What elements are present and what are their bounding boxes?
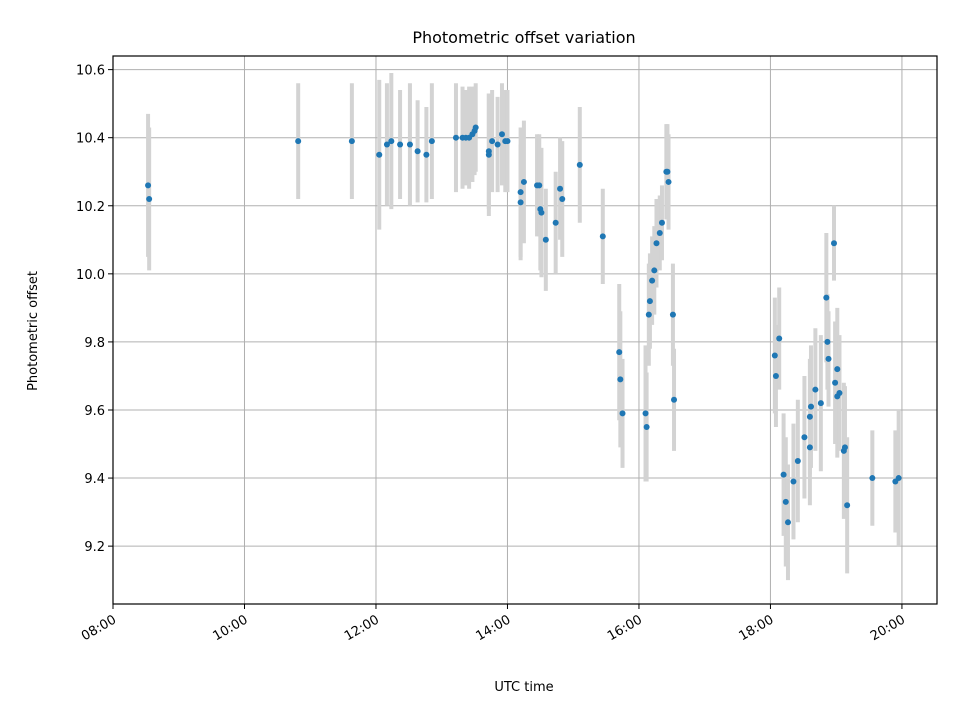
y-tick-label: 9.4 bbox=[84, 472, 105, 487]
y-tick-label: 9.2 bbox=[84, 540, 105, 555]
data-point bbox=[452, 134, 459, 141]
data-point bbox=[536, 182, 543, 189]
data-point bbox=[869, 475, 876, 482]
data-point bbox=[653, 240, 660, 247]
data-point bbox=[619, 410, 626, 417]
data-point bbox=[517, 199, 524, 206]
data-point bbox=[599, 233, 606, 240]
points-layer bbox=[145, 124, 902, 526]
data-point bbox=[617, 376, 624, 383]
x-tick-label: 10:00 bbox=[211, 612, 251, 644]
data-point bbox=[831, 240, 837, 247]
data-point bbox=[780, 471, 787, 478]
chart-title: Photometric offset variation bbox=[412, 28, 635, 47]
data-point bbox=[794, 458, 801, 465]
data-point bbox=[489, 138, 496, 145]
data-point bbox=[423, 151, 430, 158]
data-point bbox=[538, 209, 545, 216]
x-tick-label: 20:00 bbox=[868, 612, 908, 644]
data-point bbox=[559, 195, 566, 202]
data-point bbox=[656, 229, 663, 236]
data-point bbox=[649, 277, 656, 284]
data-point bbox=[348, 138, 355, 145]
data-point bbox=[388, 138, 395, 145]
data-point bbox=[658, 219, 665, 226]
data-point bbox=[812, 386, 819, 393]
data-point bbox=[520, 178, 527, 185]
data-point bbox=[428, 138, 435, 145]
data-point bbox=[824, 338, 831, 345]
data-point bbox=[376, 151, 383, 158]
data-point bbox=[671, 396, 678, 403]
data-point bbox=[397, 141, 404, 148]
data-point bbox=[664, 168, 671, 175]
data-point bbox=[772, 372, 779, 379]
y-tick-label: 10.0 bbox=[76, 268, 105, 283]
data-point bbox=[146, 195, 153, 202]
data-point bbox=[823, 294, 830, 301]
data-point bbox=[485, 151, 492, 158]
data-point bbox=[557, 185, 564, 192]
y-tick-label: 9.8 bbox=[84, 336, 105, 351]
data-point bbox=[517, 189, 524, 196]
data-point bbox=[825, 355, 832, 362]
data-point bbox=[669, 311, 676, 318]
y-tick-label: 9.6 bbox=[84, 404, 105, 419]
x-tick-label: 14:00 bbox=[474, 612, 514, 644]
data-point bbox=[771, 352, 778, 359]
x-tick-label: 08:00 bbox=[79, 612, 119, 644]
data-point bbox=[807, 403, 814, 410]
data-point bbox=[552, 219, 559, 226]
data-point bbox=[145, 182, 152, 189]
data-point bbox=[784, 519, 791, 526]
data-point bbox=[776, 335, 783, 342]
y-tick-label: 10.4 bbox=[76, 132, 105, 147]
plot-frame bbox=[112, 55, 938, 605]
data-point bbox=[646, 298, 653, 305]
data-point bbox=[643, 424, 650, 431]
x-tick-label: 12:00 bbox=[342, 612, 382, 644]
data-point bbox=[801, 434, 808, 441]
y-axis-ticks: 9.2 9.4 9.6 9.8 10.0 10.2 10.4 10.6 bbox=[76, 64, 113, 555]
data-point bbox=[504, 138, 511, 145]
y-tick-label: 10.6 bbox=[76, 64, 105, 79]
data-point bbox=[806, 413, 813, 420]
data-point bbox=[383, 141, 390, 148]
data-point bbox=[616, 349, 623, 356]
data-point bbox=[790, 478, 797, 485]
data-point bbox=[841, 444, 848, 451]
x-axis-ticks: 08:00 10:00 12:00 14:00 16:00 18:00 20:00 bbox=[79, 604, 908, 644]
data-point bbox=[542, 236, 549, 243]
data-point bbox=[895, 475, 902, 482]
x-tick-label: 18:00 bbox=[736, 612, 776, 644]
data-point bbox=[834, 366, 841, 373]
data-point bbox=[494, 141, 501, 148]
data-point bbox=[832, 379, 839, 386]
data-point bbox=[414, 148, 421, 155]
data-point bbox=[817, 400, 824, 407]
data-point bbox=[576, 161, 583, 168]
y-axis-label: Photometric offset bbox=[26, 271, 41, 391]
data-point bbox=[844, 502, 851, 509]
data-point bbox=[406, 141, 413, 148]
data-point bbox=[472, 124, 479, 131]
data-point bbox=[645, 311, 652, 318]
x-tick-label: 16:00 bbox=[605, 612, 645, 644]
data-point bbox=[651, 267, 658, 274]
data-point bbox=[498, 131, 505, 138]
data-point bbox=[665, 178, 672, 185]
x-axis-label: UTC time bbox=[494, 680, 553, 695]
y-tick-label: 10.2 bbox=[76, 200, 105, 215]
data-point bbox=[295, 138, 302, 145]
data-point bbox=[782, 498, 789, 505]
data-point bbox=[642, 410, 649, 417]
data-point bbox=[836, 389, 843, 396]
data-point bbox=[806, 444, 813, 451]
